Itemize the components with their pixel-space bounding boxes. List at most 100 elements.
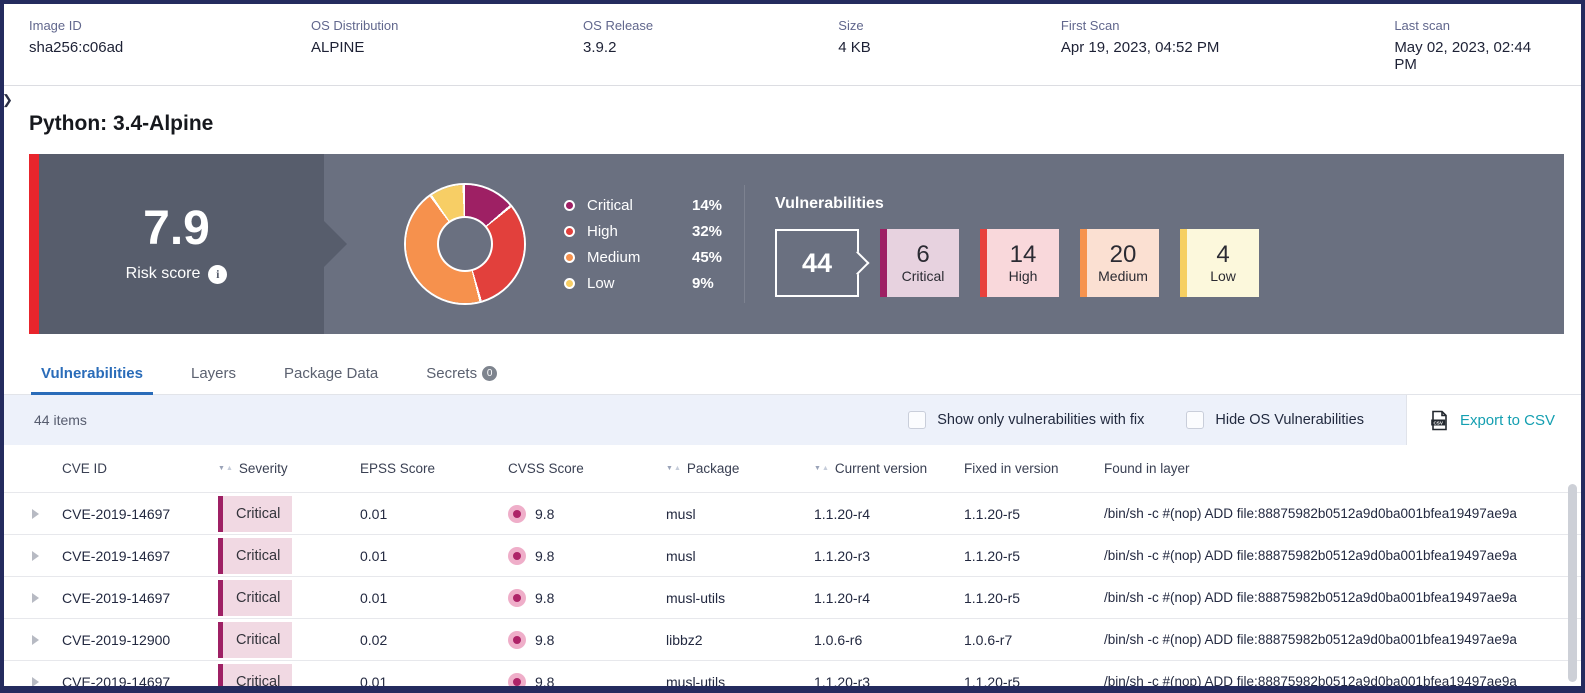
image-meta-field: OS Distribution ALPINE [311,18,583,73]
vertical-divider [744,185,746,303]
column-header-cvss-score: ▼ ▲ CVSS Score [508,461,666,476]
epss-score: 0.01 [360,505,388,522]
hide-os-vulns-checkbox[interactable] [1186,411,1205,429]
scan-summary-band: 7.9 Risk score i Critical 14% High 32% M… [29,154,1564,334]
meta-field-value: 3.9.2 [583,39,617,56]
tab-label: Layers [190,365,237,382]
tab-label: Package Data [284,365,379,382]
severity-count-card-high: 14 High [980,229,1060,297]
sort-icons[interactable]: ▼ ▲ [666,465,681,472]
cvss-severity-dot-icon [508,672,526,686]
table-row[interactable]: CVE-2019-14697 Critical 0.01 9.8 musl 1.… [4,535,1581,577]
info-icon[interactable]: i [208,264,228,284]
package-name: musl [666,505,696,522]
sort-desc-icon: ▼ [218,465,225,472]
meta-field-label: Last scan [1394,18,1450,33]
severity-badge: Critical [218,621,292,658]
vulnerability-table-body: CVE-2019-14697 Critical 0.01 9.8 musl 1.… [4,493,1581,690]
cve-id: CVE-2019-14697 [62,505,171,522]
donut-hole [439,218,491,270]
cve-id: CVE-2019-14697 [62,547,171,564]
severity-badge: Critical [218,495,292,532]
detail-tabs: Vulnerabilities Layers Package Data Secr… [4,349,1581,395]
column-header-label: Current version [834,461,928,476]
tab-layers[interactable]: Layers [189,365,238,394]
severity-count-card-critical: 6 Critical [880,229,960,297]
cvss-score: 9.8 [535,547,555,564]
epss-score: 0.01 [360,589,388,606]
tab-secrets[interactable]: Secrets 0 [424,365,499,394]
image-meta-field: First Scan Apr 19, 2023, 04:52 PM [1061,18,1394,73]
table-row[interactable]: CVE-2019-14697 Critical 0.01 9.8 musl-ut… [4,577,1581,619]
expand-caret-icon[interactable] [32,634,39,645]
show-only-fix-label: Show only vulnerabilities with fix [937,412,1145,428]
image-meta-bar: Image ID sha256:c06ad OS Distribution AL… [4,4,1581,86]
found-in-layer: /bin/sh -c #(nop) ADD file:88875982b0512… [1104,548,1517,563]
export-to-csv-button[interactable]: CSV Export to CSV [1405,395,1581,445]
column-header-label: Fixed in version [964,461,1059,476]
package-name: libbz2 [666,631,703,648]
meta-field-value: Apr 19, 2023, 04:52 PM [1060,39,1220,56]
sort-icons[interactable]: ▼ ▲ [814,465,829,472]
sort-icons[interactable]: ▼ ▲ [218,465,233,472]
column-header-label: Package [686,461,740,476]
severity-chart-panel: Critical 14% High 32% Medium 45% Low 9% … [324,154,1564,334]
vertical-scrollbar[interactable] [1568,484,1577,682]
meta-field-label: OS Distribution [310,18,399,33]
legend-label: Low [587,274,615,292]
total-vulnerabilities-box: 44 [775,229,860,297]
tab-vulnerabilities[interactable]: Vulnerabilities [31,365,153,395]
column-header-package: ▼ ▲ Package [666,461,814,476]
severity-label: High [1008,268,1038,285]
legend-item: Critical 14% [564,197,722,214]
expand-caret-icon[interactable] [32,508,39,519]
table-row[interactable]: CVE-2019-12900 Critical 0.02 9.8 libbz2 … [4,619,1581,661]
fixed-in-version: 1.1.20-r5 [964,589,1021,606]
table-row[interactable]: CVE-2019-14697 Critical 0.01 9.8 musl-ut… [4,661,1581,690]
sort-desc-icon: ▼ [814,465,821,472]
meta-field-label: Image ID [29,18,82,33]
show-only-fix-checkbox[interactable] [908,411,927,429]
meta-field-label: First Scan [1060,18,1120,33]
sort-desc-icon: ▼ [666,465,673,472]
sort-asc-icon: ▲ [673,465,681,472]
legend-percentage: 45% [692,248,723,266]
table-row[interactable]: CVE-2019-14697 Critical 0.01 9.8 musl 1.… [4,493,1581,535]
current-version: 1.1.20-r3 [814,547,871,564]
found-in-layer: /bin/sh -c #(nop) ADD file:88875982b0512… [1104,674,1517,689]
legend-dot-icon [564,225,575,237]
legend-label: High [587,222,618,240]
epss-score: 0.01 [360,673,388,690]
vulnerabilities-summary: Vulnerabilities 44 6 Critical 14 High 20… [775,191,1260,297]
tab-package-data[interactable]: Package Data [282,365,380,394]
severity-count-card-medium: 20 Medium [1080,229,1160,297]
svg-text:CSV: CSV [1433,420,1443,425]
export-to-csv-label: Export to CSV [1459,411,1555,429]
meta-field-value: ALPINE [310,39,365,56]
panel-expand-chevron-icon[interactable]: ❯ [2,92,13,107]
fixed-in-version: 1.0.6-r7 [964,631,1013,648]
image-meta-field: Image ID sha256:c06ad [29,18,311,73]
cvss-score: 9.8 [535,631,555,648]
expand-caret-icon[interactable] [32,550,39,561]
found-in-layer: /bin/sh -c #(nop) ADD file:88875982b0512… [1104,506,1517,521]
column-header-label: CVSS Score [508,461,584,476]
severity-label: Medium [1098,268,1148,285]
meta-field-label: Size [838,18,864,33]
meta-field-value: sha256:c06ad [29,39,124,56]
expand-caret-icon[interactable] [32,592,39,603]
severity-count: 20 [1109,240,1137,268]
expand-caret-icon[interactable] [32,676,39,686]
cvss-severity-dot-icon [508,588,526,607]
column-header-label: EPSS Score [360,461,436,476]
page-title: Python: 3.4-Alpine [29,112,214,135]
csv-file-icon: CSV [1429,410,1450,431]
cve-id: CVE-2019-14697 [62,673,171,690]
cvss-severity-dot-icon [508,546,526,565]
severity-count: 6 [916,240,930,268]
arrow-right-shape [324,221,347,267]
fixed-in-version: 1.1.20-r5 [964,505,1021,522]
package-name: musl [666,547,696,564]
severity-label: Critical [901,268,945,285]
column-header-severity: ▼ ▲ Severity [218,461,360,476]
